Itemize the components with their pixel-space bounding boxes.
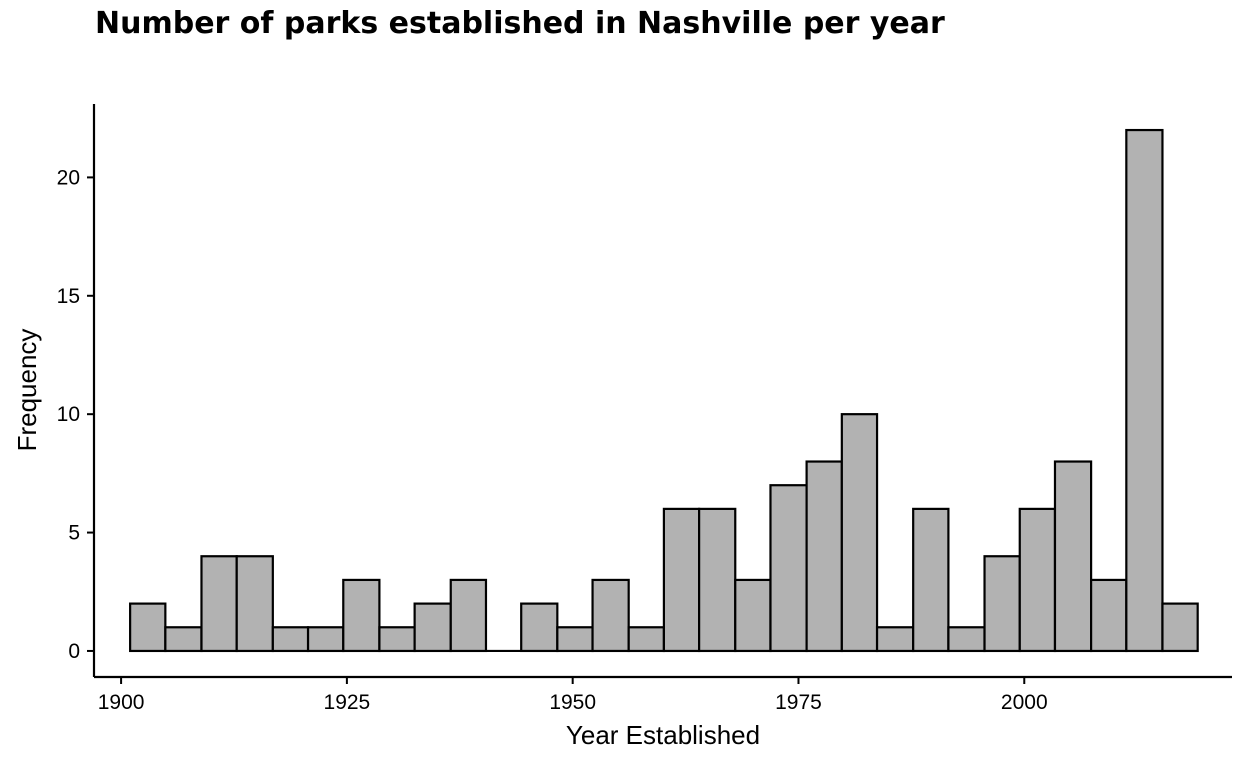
histogram-bar xyxy=(805,460,843,653)
histogram-bar xyxy=(235,555,274,653)
x-axis-ticks: 1900 1925 1950 1975 2000 xyxy=(98,677,1048,714)
y-tick-label: 10 xyxy=(57,403,80,426)
x-tick-label: 2000 xyxy=(1001,691,1048,714)
histogram-bar xyxy=(413,602,452,653)
histogram-bar xyxy=(698,507,737,653)
histogram-bar xyxy=(734,578,772,653)
histogram-bar xyxy=(947,626,986,653)
bars-group xyxy=(129,128,1199,653)
histogram-bar xyxy=(449,578,488,653)
x-tick-label: 1900 xyxy=(98,691,145,714)
histogram-bar xyxy=(1053,460,1093,653)
histogram-bar xyxy=(1161,602,1199,653)
y-tick-label: 20 xyxy=(57,166,80,189)
y-tick-label: 15 xyxy=(57,285,80,308)
histogram-bar xyxy=(520,602,559,653)
histogram-bar xyxy=(912,507,950,653)
histogram-bar xyxy=(1018,507,1057,653)
histogram-bar xyxy=(378,626,416,653)
histogram-bar xyxy=(662,507,701,653)
y-axis-title: Frequency xyxy=(12,329,42,452)
y-axis-ticks: 0 5 10 15 20 xyxy=(57,166,94,663)
histogram-bar xyxy=(164,626,203,653)
y-tick-label: 5 xyxy=(68,522,80,545)
histogram-bar xyxy=(556,626,594,653)
histogram-bar xyxy=(627,626,666,653)
x-axis-title: Year Established xyxy=(566,720,760,750)
x-tick-label: 1950 xyxy=(549,691,596,714)
histogram-bar xyxy=(306,626,345,653)
histogram-bar xyxy=(271,626,310,653)
chart-title: Number of parks established in Nashville… xyxy=(95,6,945,41)
histogram-bar xyxy=(840,413,879,653)
histogram-bar xyxy=(1090,578,1128,653)
histogram-bar xyxy=(875,626,915,653)
histogram-bar xyxy=(200,555,238,653)
histogram-bar xyxy=(1125,128,1164,653)
x-tick-label: 1975 xyxy=(775,691,822,714)
histogram-bar xyxy=(591,578,630,653)
x-tick-label: 1925 xyxy=(324,691,371,714)
histogram-bar xyxy=(983,555,1021,653)
histogram-bar xyxy=(769,484,808,653)
histogram-bar xyxy=(342,578,381,653)
histogram-bar xyxy=(129,602,167,653)
y-tick-label: 0 xyxy=(68,640,80,663)
